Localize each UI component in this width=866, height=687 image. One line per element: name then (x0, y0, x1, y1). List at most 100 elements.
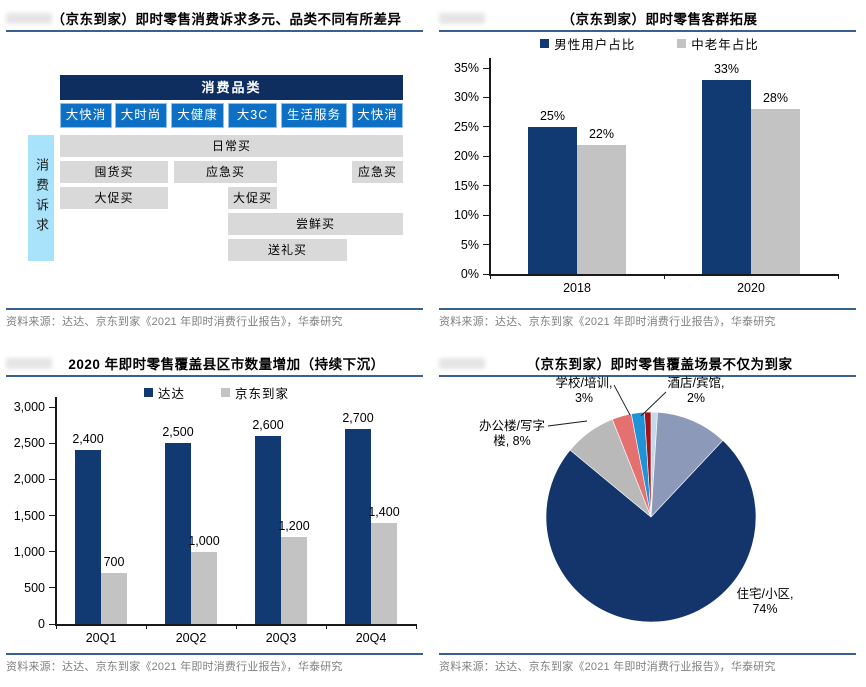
pie-label-line: 3% (574, 391, 594, 405)
y-tick-label: 2,000 (13, 472, 45, 487)
demand-box-gift: 送礼买 (228, 239, 347, 261)
bar-secondary (371, 522, 397, 624)
y-tick-label: 10% (453, 208, 479, 223)
legend-item: 达达 (143, 383, 185, 402)
figure-title: （京东到家）即时零售消费诉求多元、品类不同有所差异 (51, 12, 402, 27)
demand-box-daily: 日常买 (60, 135, 403, 157)
legend-label: 男性用户占比 (554, 38, 636, 52)
legend-item: 京东到家 (221, 383, 289, 402)
bar-primary (528, 126, 577, 274)
source-note: 资料来源：达达、京东到家《2021 年即时消费行业报告》，华泰研究 (6, 661, 343, 673)
x-category-label: 2018 (563, 281, 591, 295)
y-tick (49, 478, 55, 480)
bar-secondary (101, 573, 127, 624)
x-tick (235, 624, 237, 629)
legend-label: 中老年占比 (691, 38, 759, 52)
y-tick (483, 96, 489, 98)
source-note: 资料来源：达达、京东到家《2021 年即时消费行业报告》，华泰研究 (6, 316, 343, 328)
source-note: 资料来源：达达、京东到家《2021 年即时消费行业报告》，华泰研究 (439, 661, 776, 673)
y-tick (49, 442, 55, 444)
bar-value-label: 2,400 (72, 432, 104, 447)
category-box: 生活服务 (281, 103, 347, 128)
bar-secondary (191, 551, 217, 624)
x-tick (145, 624, 147, 629)
y-tick (483, 244, 489, 246)
bar-primary (345, 428, 371, 624)
x-tick (55, 624, 57, 629)
y-tick-label: 20% (453, 149, 479, 164)
y-tick (483, 273, 489, 275)
diagram-header: 消费品类 (60, 75, 403, 100)
demand-box-urgent-right: 应急买 (352, 161, 403, 183)
y-tick (49, 551, 55, 553)
bar-value-label: 22% (588, 126, 615, 141)
y-tick-label: 30% (453, 90, 479, 105)
panel-consumption-diagram: （京东到家）即时零售消费诉求多元、品类不同有所差异 消费品类 大快消 大时尚 大… (0, 0, 433, 345)
panel-scene-pie: （京东到家）即时零售覆盖场景不仅为到家 学校/培训, 3% 酒店/宾馆, 2% … (433, 345, 866, 687)
pie-label-line: 办公楼/写字 (479, 419, 545, 433)
x-category-label: 20Q4 (355, 631, 387, 645)
legend-item: 中老年占比 (677, 34, 759, 53)
category-box: 大3C (228, 103, 277, 128)
category-box: 大快消 (60, 103, 112, 128)
pie-label-line: 2% (686, 391, 706, 405)
pie-slice-1 (650, 411, 724, 518)
pie-label-line: 楼, 8% (493, 434, 531, 448)
bar-primary (702, 79, 751, 274)
source-divider (6, 308, 423, 310)
legend-label: 达达 (157, 387, 185, 401)
source-divider (6, 653, 423, 655)
x-tick (837, 274, 839, 279)
diagram-canvas: 消费品类 大快消 大时尚 大健康 大3C 生活服务 大快消 消费诉求 日常买 囤… (0, 0, 433, 345)
y-axis-line (55, 397, 57, 624)
y-tick (483, 126, 489, 128)
source-divider (439, 653, 856, 655)
leader-line-hotel (640, 391, 667, 417)
x-tick (325, 624, 327, 629)
x-tick (663, 274, 665, 279)
leader-line-school (613, 384, 631, 416)
y-tick-label: 1,500 (13, 508, 45, 523)
bar-value-label: 1,200 (278, 519, 310, 534)
x-category-label: 2020 (737, 281, 765, 295)
y-tick-label: 15% (453, 178, 479, 193)
x-category-label: 20Q1 (85, 631, 117, 645)
chart-legend: 达达 京东到家 (0, 383, 433, 402)
bar-value-label: 2,700 (342, 410, 374, 425)
y-axis-line (489, 58, 491, 274)
x-category-label: 20Q2 (175, 631, 207, 645)
legend-swatch (540, 39, 550, 48)
category-box: 大快消 (352, 103, 403, 128)
pie-label-line: 学校/培训, (555, 376, 613, 390)
bar-chart-county: 达达 京东到家 0 500 1,000 1,500 2,000 2,500 3,000 2,400… (0, 345, 433, 687)
bar-value-label: 700 (103, 555, 125, 570)
bar-value-label: 25% (539, 108, 566, 123)
demand-box-promo-mid: 大促买 (228, 187, 277, 209)
y-tick-label: 35% (453, 61, 479, 75)
pie-label-home: 住宅/小区, 74% (731, 587, 799, 617)
y-tick-label: 5% (460, 237, 479, 252)
pie-label-office: 办公楼/写字 楼, 8% (475, 419, 549, 449)
figure-title: （京东到家）即时零售客群拓展 (561, 12, 758, 27)
diagram-sidebar: 消费诉求 (28, 135, 54, 261)
pie-label-line: 74% (752, 602, 778, 616)
source-note: 资料来源：达达、京东到家《2021 年即时消费行业报告》，华泰研究 (439, 316, 776, 328)
y-tick (49, 587, 55, 589)
figure-title: （京东到家）即时零售覆盖场景不仅为到家 (526, 357, 793, 372)
bar-value-label: 1,000 (188, 533, 220, 548)
bar-value-label: 2,500 (162, 425, 194, 440)
demand-box-urgent-mid: 应急买 (174, 161, 277, 183)
pie-label-hotel: 酒店/宾馆, 2% (654, 376, 738, 406)
source-divider (439, 308, 856, 310)
title-divider (439, 375, 856, 377)
figure-title: 2020 年即时零售覆盖县区市数量增加（持续下沉） (68, 357, 385, 372)
bar-primary (165, 443, 191, 624)
y-tick (483, 67, 489, 69)
pie-slice-2 (545, 440, 757, 623)
y-tick (483, 214, 489, 216)
leader-line-office (547, 420, 588, 427)
redacted-figure-number (6, 358, 52, 369)
bar-primary (75, 450, 101, 624)
legend-swatch (143, 388, 153, 397)
pie-chart (545, 384, 757, 623)
